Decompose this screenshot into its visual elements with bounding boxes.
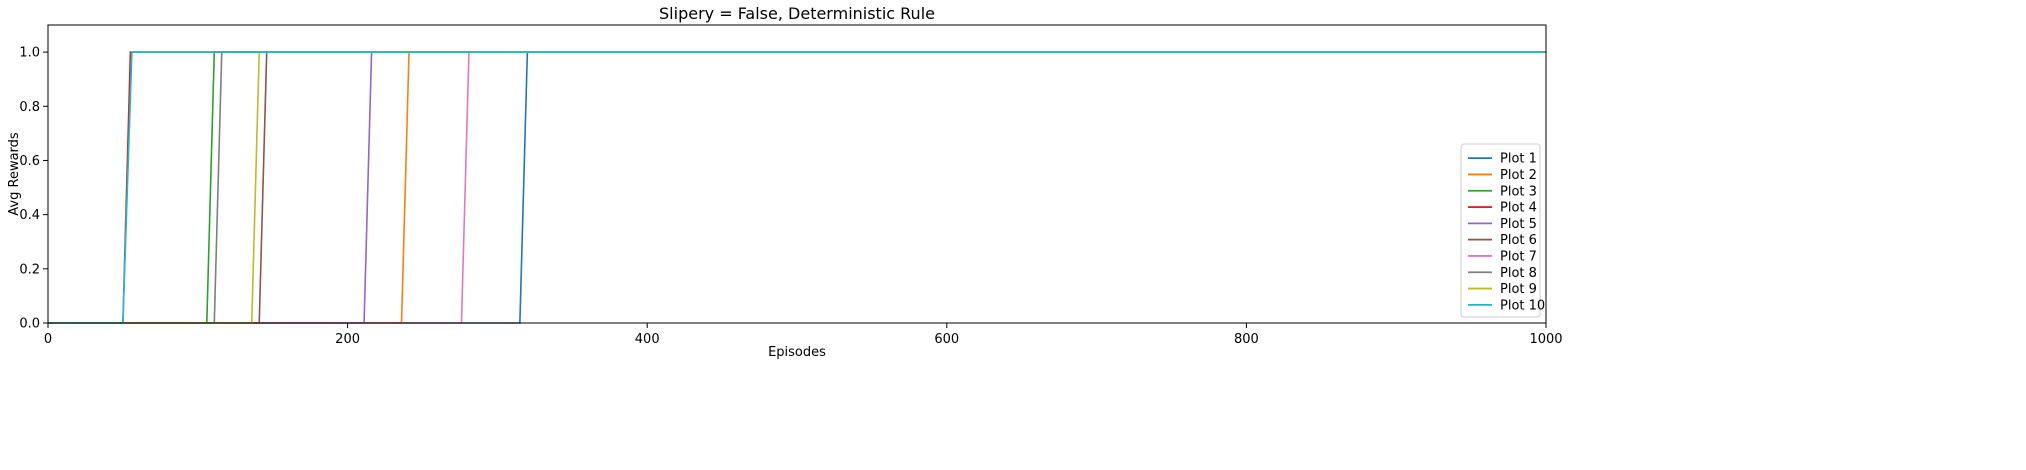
legend-label: Plot 9 (1500, 282, 1537, 297)
legend-label: Plot 5 (1500, 217, 1537, 232)
legend-label: Plot 4 (1500, 201, 1537, 216)
chart-title: Slipery = False, Deterministic Rule (659, 4, 935, 23)
y-tick-label: 0.8 (19, 100, 40, 115)
x-axis: 0 200 400 600 800 1000 (44, 323, 1563, 347)
legend-label: Plot 2 (1500, 168, 1537, 183)
x-tick-label: 0 (44, 332, 52, 347)
series-line-5 (48, 51, 1546, 324)
legend-label: Plot 7 (1500, 249, 1537, 264)
y-tick-label: 0.0 (19, 317, 40, 332)
series-line-8 (48, 51, 1546, 324)
x-axis-title: Episodes (768, 345, 826, 360)
y-tick-label: 0.4 (19, 208, 40, 223)
legend-box (1460, 143, 1541, 318)
y-axis: 0.0 0.2 0.4 0.6 0.8 1.0 (19, 46, 48, 332)
y-tick-label: 0.6 (19, 154, 40, 169)
x-tick-label: 600 (934, 332, 959, 347)
series-line-7 (48, 51, 1546, 324)
series-line-10 (48, 51, 1546, 324)
x-tick-label: 200 (335, 332, 360, 347)
legend-label: Plot 1 (1500, 152, 1537, 167)
plot-frame (47, 24, 1547, 324)
legend-label: Plot 8 (1500, 266, 1537, 281)
series-line-6 (48, 51, 1546, 324)
series-line-3 (48, 51, 1546, 324)
x-tick-label: 400 (635, 332, 660, 347)
legend-label: Plot 3 (1500, 184, 1537, 199)
y-axis-title: Avg Rewards (7, 132, 22, 216)
x-tick-label: 800 (1234, 332, 1259, 347)
y-tick-label: 0.2 (19, 262, 40, 277)
y-tick-label: 1.0 (19, 46, 40, 61)
x-tick-label: 1000 (1529, 332, 1562, 347)
legend-label: Plot 6 (1500, 233, 1537, 248)
legend-label: Plot 10 (1500, 298, 1545, 313)
series-line-2 (48, 51, 1546, 324)
series-line-1 (48, 51, 1546, 324)
series-line-4 (48, 51, 1546, 324)
series-line-9 (48, 51, 1546, 324)
series-layer (48, 51, 1546, 324)
